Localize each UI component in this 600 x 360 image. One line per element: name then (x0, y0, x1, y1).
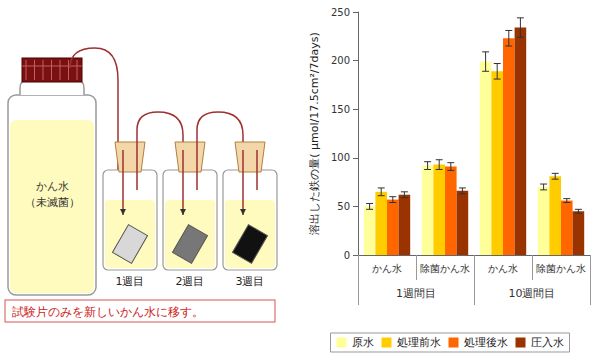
svg-text:200: 200 (331, 55, 350, 66)
svg-text:0: 0 (344, 250, 350, 261)
svg-text:試験片のみを新しいかん水に移す。: 試験片のみを新しいかん水に移す。 (12, 305, 204, 319)
svg-text:10週間目: 10週間目 (509, 287, 556, 300)
svg-text:かん水: かん水 (372, 263, 402, 274)
svg-text:圧入水: 圧入水 (531, 336, 564, 349)
svg-text:100: 100 (331, 152, 350, 163)
svg-text:（未滅菌）: （未滅菌） (25, 196, 80, 209)
svg-text:1週目: 1週目 (116, 275, 145, 288)
svg-text:除菌かん水: 除菌かん水 (536, 263, 586, 274)
svg-text:1週間目: 1週間目 (396, 287, 436, 300)
svg-text:原水: 原水 (352, 336, 374, 349)
svg-text:150: 150 (331, 104, 350, 115)
svg-text:2週目: 2週目 (176, 275, 205, 288)
svg-text:50: 50 (337, 201, 350, 212)
svg-text:溶出した鉄の量( μmol/17.5cm²/7days): 溶出した鉄の量( μmol/17.5cm²/7days) (308, 32, 321, 235)
svg-text:250: 250 (331, 7, 350, 18)
svg-text:除菌かん水: 除菌かん水 (420, 263, 470, 274)
svg-text:処理前水: 処理前水 (397, 336, 441, 349)
svg-text:3週目: 3週目 (236, 275, 265, 288)
svg-text:処理後水: 処理後水 (464, 336, 508, 349)
svg-text:かん水: かん水 (488, 263, 518, 274)
svg-text:かん水: かん水 (36, 180, 69, 193)
